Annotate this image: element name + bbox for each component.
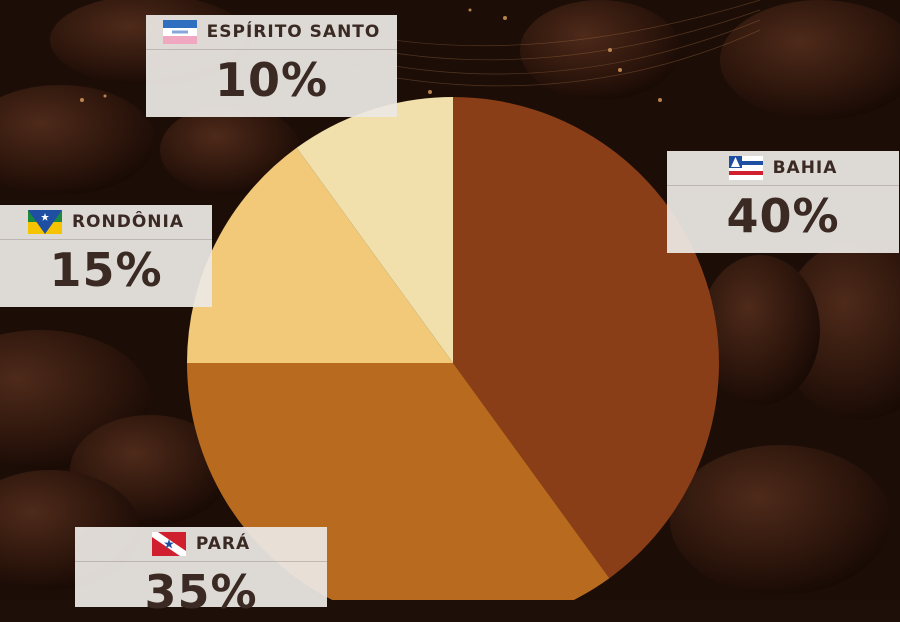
label-name: PARÁ xyxy=(195,534,251,554)
label-value: 10% xyxy=(214,53,329,107)
label-rondonia: RONDÔNIA 15% xyxy=(0,205,212,307)
label-value: 15% xyxy=(49,243,163,297)
bahia-flag-icon xyxy=(728,156,763,180)
espirito-santo-flag-icon xyxy=(162,20,197,44)
label-value: 40% xyxy=(726,189,840,243)
label-value: 35% xyxy=(144,565,258,619)
label-bahia: BAHIA 40% xyxy=(667,151,899,253)
label-para: PARÁ 35% xyxy=(75,527,327,619)
label-name: RONDÔNIA xyxy=(71,212,185,232)
pie-slice-rondonia xyxy=(187,147,453,363)
label-espirito-santo: ESPÍRITO SANTO 10% xyxy=(146,15,397,117)
pie-slice-bahia xyxy=(453,97,720,579)
rondonia-flag-icon xyxy=(27,210,62,234)
label-name: BAHIA xyxy=(772,158,838,178)
para-flag-icon xyxy=(151,532,186,556)
pie-slice-espirito-santo xyxy=(296,97,453,363)
label-name: ESPÍRITO SANTO xyxy=(206,22,381,42)
